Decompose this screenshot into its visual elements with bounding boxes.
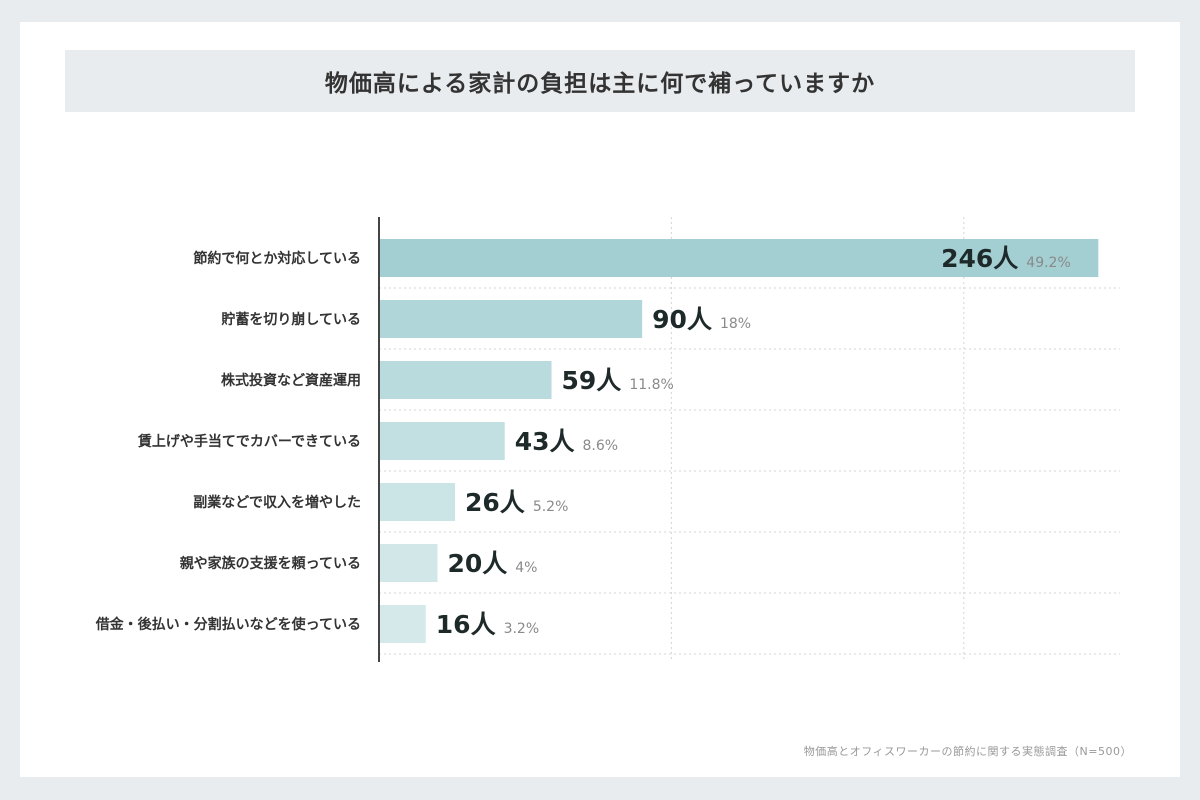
value-label: 20人	[447, 549, 507, 578]
bar	[379, 300, 643, 338]
chart-card: 物価高による家計の負担は主に何で補っていますか 節約で何とか対応している 246人…	[20, 22, 1180, 777]
percent-label: 49.2%	[1026, 255, 1070, 271]
percent-label: 5.2%	[533, 499, 569, 515]
bar	[379, 544, 438, 582]
bar	[379, 483, 456, 521]
source-note: 物価高とオフィスワーカーの節約に関する実態調査（N=500）	[803, 745, 1132, 758]
category-label: 株式投資など資産運用	[221, 372, 361, 389]
value-label: 90人	[652, 305, 712, 334]
bar	[379, 422, 505, 460]
percent-label: 18%	[720, 316, 751, 332]
category-label: 親や家族の支援を頼っている	[180, 555, 361, 572]
bar	[379, 605, 426, 643]
bar	[379, 361, 552, 399]
percent-label: 3.2%	[504, 621, 540, 637]
category-label: 節約で何とか対応している	[193, 250, 361, 267]
percent-label: 4%	[515, 560, 537, 576]
bar	[379, 239, 1099, 277]
value-label: 246人	[941, 244, 1018, 273]
percent-label: 8.6%	[583, 438, 619, 454]
category-label: 借金・後払い・分割払いなどを使っている	[95, 616, 361, 633]
chart-title: 物価高による家計の負担は主に何で補っていますか	[324, 71, 876, 97]
title-banner: 物価高による家計の負担は主に何で補っていますか	[65, 50, 1135, 112]
value-label: 59人	[562, 366, 622, 395]
percent-label: 11.8%	[629, 377, 673, 393]
category-label: 副業などで収入を増やした	[193, 494, 361, 511]
category-label: 賃上げや手当てでカバーできている	[137, 433, 361, 450]
category-label: 貯蓄を切り崩している	[221, 311, 361, 328]
bar-chart: 節約で何とか対応している 246人 49.2% 貯蓄を切り崩している 90人 18% 株式投…	[95, 217, 1120, 662]
value-label: 26人	[465, 488, 525, 517]
value-label: 43人	[515, 427, 575, 456]
value-label: 16人	[436, 610, 496, 639]
